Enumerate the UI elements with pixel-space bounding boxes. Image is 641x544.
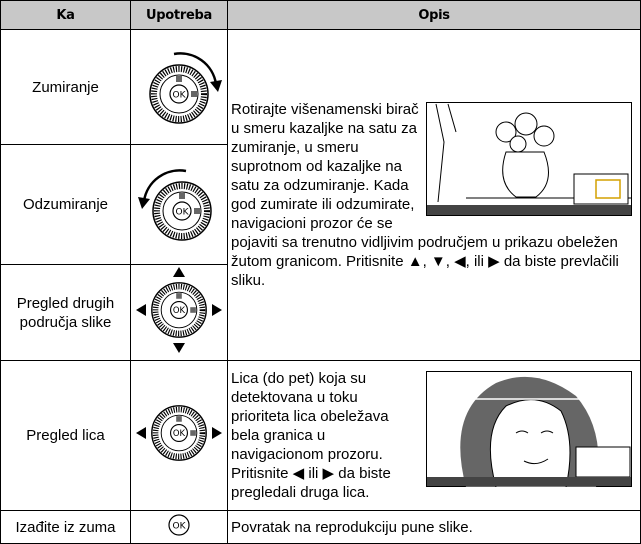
- description-text: Lica (do pet) koja su detektovana u toku…: [231, 370, 391, 501]
- action: Izađite iz zuma: [0, 510, 131, 544]
- description-text: Rotirajte višenamenski birač u smeru kaz…: [231, 101, 619, 289]
- action: Zumiranje: [0, 29, 131, 145]
- control-icon: OK: [130, 510, 228, 544]
- face-photo: [426, 371, 632, 487]
- action: Pregled lica: [0, 360, 131, 511]
- description: Povratak na reprodukciju pune slike.: [227, 510, 641, 544]
- control-icon: [130, 29, 228, 145]
- action: Odzumiranje: [0, 144, 131, 265]
- row: Izađite iz zuma OK Povratak na reprodukc…: [0, 510, 641, 544]
- ok-button-icon: OK: [168, 513, 190, 536]
- row: Pregled drugih područja slike: [0, 264, 641, 361]
- control-icon: [130, 360, 228, 511]
- zoom-photo: [426, 102, 632, 216]
- control-icon: [130, 144, 228, 265]
- dial-icon: [134, 51, 222, 130]
- action: Pregled drugih područja slike: [0, 264, 131, 361]
- header-row: Ka Upotreba Opis: [0, 0, 641, 30]
- control-icon: [130, 264, 228, 361]
- row: Odzumiranje: [0, 144, 641, 265]
- row: Pregled lica Lica (do pet) koja su detek…: [0, 360, 641, 511]
- dial-icon: [138, 169, 224, 247]
- dial-icon: [136, 398, 222, 468]
- description: Rotirajte višenamenski birač u smeru kaz…: [227, 29, 641, 361]
- description: Lica (do pet) koja su detektovana u toku…: [227, 360, 641, 511]
- header-cell: Ka: [0, 0, 131, 30]
- header-cell: Opis: [227, 0, 641, 30]
- button-label: OK: [173, 521, 187, 531]
- dial-icon: [136, 267, 222, 353]
- header-cell: Upotreba: [130, 0, 228, 30]
- row: Zumiranje Rotirajte višen: [0, 29, 641, 361]
